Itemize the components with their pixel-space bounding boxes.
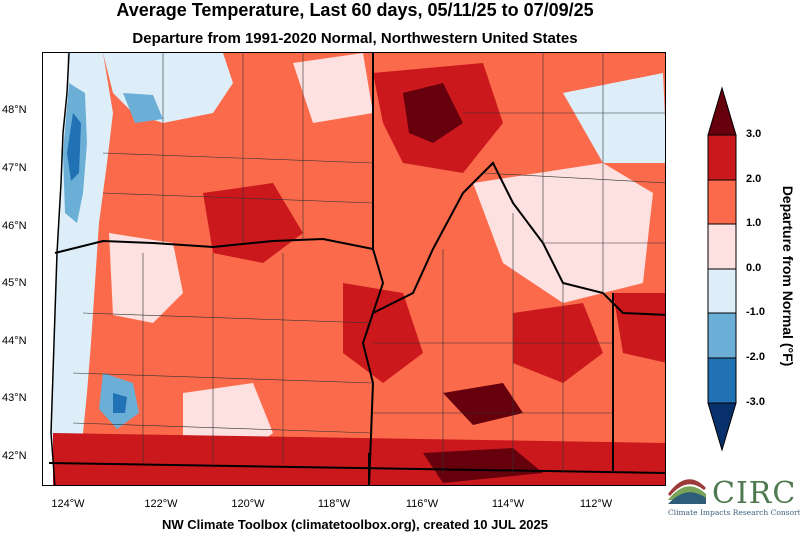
colorbar-bin xyxy=(707,312,737,359)
lon-tick: 114°W xyxy=(491,498,525,510)
lon-tick: 122°W xyxy=(144,498,178,510)
circ-logo-icon xyxy=(668,479,706,504)
colorbar-bin-bottom xyxy=(707,402,737,452)
idaho-panhandle-hot xyxy=(403,83,463,143)
colorbar xyxy=(707,86,737,452)
montana-near-normal xyxy=(473,163,653,303)
colorbar-label: 0.0 xyxy=(746,262,762,274)
north-washington-near-normal xyxy=(293,53,373,123)
temperature-departure-map xyxy=(42,52,666,486)
colorbar-title: Departure from Normal (°F) xyxy=(780,185,796,367)
colorbar-bin xyxy=(707,179,737,225)
lon-tick: 118°W xyxy=(317,498,351,510)
colorbar-label: 3.0 xyxy=(746,128,762,140)
lat-tick: 44°N xyxy=(2,335,27,347)
lon-tick: 112°W xyxy=(579,498,613,510)
lon-tick: 116°W xyxy=(405,498,439,510)
wyoming-warm xyxy=(613,293,665,363)
colorbar-label: 1.0 xyxy=(746,217,762,229)
northern-montana-cool xyxy=(563,73,665,163)
puget-cool-patch xyxy=(123,93,163,123)
lon-tick: 124°W xyxy=(51,498,85,510)
map-subtitle: Departure from 1991-2020 Normal, Northwe… xyxy=(132,30,578,47)
colorbar-bin-top xyxy=(707,86,737,136)
colorbar-label: -2.0 xyxy=(746,351,765,363)
lat-tick: 46°N xyxy=(2,220,27,232)
credit-footer: NW Climate Toolbox (climatetoolbox.org),… xyxy=(162,517,548,532)
colorbar-bin xyxy=(707,223,737,270)
map-title: Average Temperature, Last 60 days, 05/11… xyxy=(116,0,594,20)
southwest-oregon-cold-patch xyxy=(113,393,127,413)
circ-logo-name: CIRC xyxy=(712,476,797,511)
map-svg xyxy=(43,53,665,485)
colorbar-bin xyxy=(707,134,737,181)
circ-logo xyxy=(664,470,798,532)
lat-tick: 43°N xyxy=(2,392,27,404)
lat-tick: 48°N xyxy=(2,104,27,116)
lat-tick: 42°N xyxy=(2,450,27,462)
snake-river-hot xyxy=(443,383,523,425)
eastern-oregon-warm xyxy=(343,283,423,383)
willamette-near-normal xyxy=(109,233,183,323)
colorbar-label: -1.0 xyxy=(746,306,765,318)
county-borders xyxy=(72,53,665,473)
coastline xyxy=(50,53,70,485)
lon-tick: 120°W xyxy=(231,498,265,510)
lat-tick: 47°N xyxy=(2,162,27,174)
colorbar-label: -3.0 xyxy=(746,396,765,408)
colorbar-label: 2.0 xyxy=(746,173,762,185)
colorbar-bin xyxy=(707,357,737,404)
lat-tick: 45°N xyxy=(2,277,27,289)
colorbar-bin xyxy=(707,268,737,314)
central-washington-warm xyxy=(203,183,303,263)
coastal-cold-patch xyxy=(67,113,81,181)
circ-logo-subtitle: Climate Impacts Research Consortium xyxy=(668,508,800,517)
